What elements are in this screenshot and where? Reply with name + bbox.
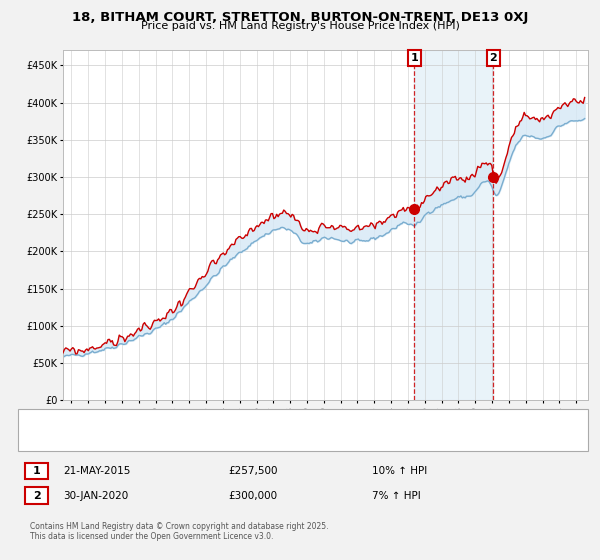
Text: 30-JAN-2020: 30-JAN-2020 [63,491,128,501]
Text: Contains HM Land Registry data © Crown copyright and database right 2025.
This d: Contains HM Land Registry data © Crown c… [30,522,329,542]
Text: 10% ↑ HPI: 10% ↑ HPI [372,466,427,476]
Text: 21-MAY-2015: 21-MAY-2015 [63,466,130,476]
Text: £257,500: £257,500 [228,466,277,476]
Text: 2: 2 [33,491,40,501]
Text: 18, BITHAM COURT, STRETTON, BURTON-ON-TRENT, DE13 0XJ: 18, BITHAM COURT, STRETTON, BURTON-ON-TR… [72,11,528,24]
Text: 7% ↑ HPI: 7% ↑ HPI [372,491,421,501]
Text: 1: 1 [33,466,40,476]
Text: 18, BITHAM COURT, STRETTON, BURTON-ON-TRENT, DE13 0XJ (detached house): 18, BITHAM COURT, STRETTON, BURTON-ON-TR… [63,414,423,423]
Text: 2: 2 [490,53,497,63]
Text: £300,000: £300,000 [228,491,277,501]
Text: 1: 1 [410,53,418,63]
Bar [415,50,493,400]
Text: HPI: Average price, detached house, East Staffordshire: HPI: Average price, detached house, East… [63,431,311,440]
Text: Price paid vs. HM Land Registry's House Price Index (HPI): Price paid vs. HM Land Registry's House … [140,21,460,31]
